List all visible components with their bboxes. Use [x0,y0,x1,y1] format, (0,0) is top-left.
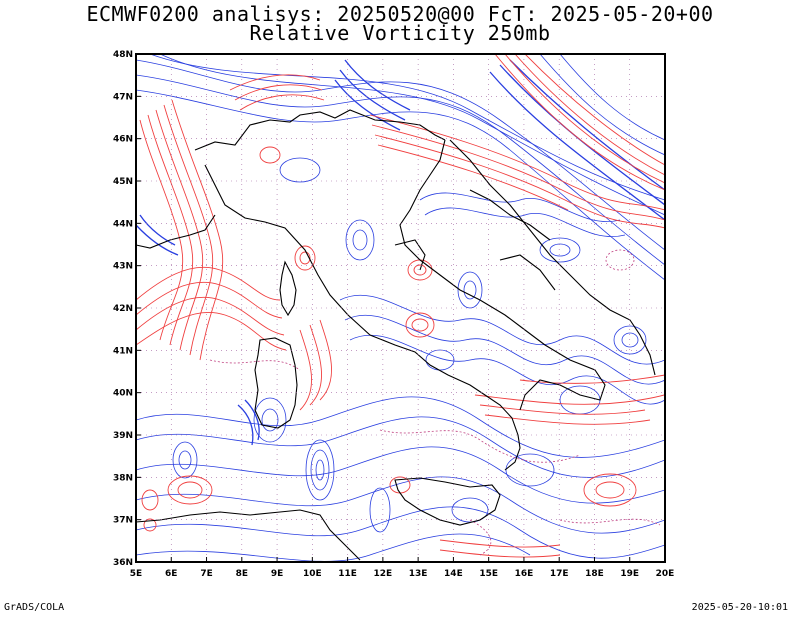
lon-tick-label: 11E [338,569,357,579]
lat-tick-label: 42N [113,304,133,314]
lon-tick-label: 18E [585,569,604,579]
lon-tick-label: 9E [271,569,283,579]
lon-tick-label: 20E [656,569,675,579]
lon-tick-label: 16E [515,569,534,579]
lon-tick-label: 7E [200,569,212,579]
lat-tick-label: 40N [113,389,133,399]
lon-tick-label: 8E [236,569,248,579]
lon-tick-label: 14E [444,569,463,579]
latitude-tick-labels: 36N 37N 38N 39N 40N 41N 42N 43N 44N 45N 46N 47N 48N [113,50,133,568]
footer-timestamp: 2025-05-20-10:01 [691,602,788,613]
lat-tick-label: 46N [113,135,133,145]
lat-tick-label: 41N [113,346,133,356]
lat-tick-label: 44N [113,219,133,229]
map-frame [135,53,666,563]
lat-tick-label: 48N [113,50,133,60]
lon-tick-label: 13E [409,569,428,579]
lat-tick-label: 37N [113,516,133,526]
chart-subtitle: Relative Vorticity 250mb [249,21,551,45]
longitude-tick-labels: 5E 6E 7E 8E 9E 10E 11E 12E 13E 14E 15E 16E 17E 18E 19E… [130,569,675,579]
lon-tick-label: 19E [620,569,639,579]
lat-tick-label: 43N [113,262,133,272]
chart-title: ECMWF0200 analisys: 20250520@00 FcT: 202… [86,2,714,26]
lat-tick-label: 47N [113,92,133,102]
lon-tick-label: 12E [374,569,393,579]
lon-tick-label: 5E [130,569,142,579]
lon-tick-label: 17E [550,569,569,579]
lat-tick-label: 45N [113,177,133,187]
lon-tick-label: 15E [479,569,498,579]
footer-software-label: GrADS/COLA [4,602,65,613]
lat-tick-label: 38N [113,473,133,483]
lat-tick-label: 39N [113,431,133,441]
lon-tick-label: 6E [165,569,177,579]
vorticity-contours [136,54,665,562]
lat-tick-label: 36N [113,558,133,568]
lon-tick-label: 10E [303,569,322,579]
